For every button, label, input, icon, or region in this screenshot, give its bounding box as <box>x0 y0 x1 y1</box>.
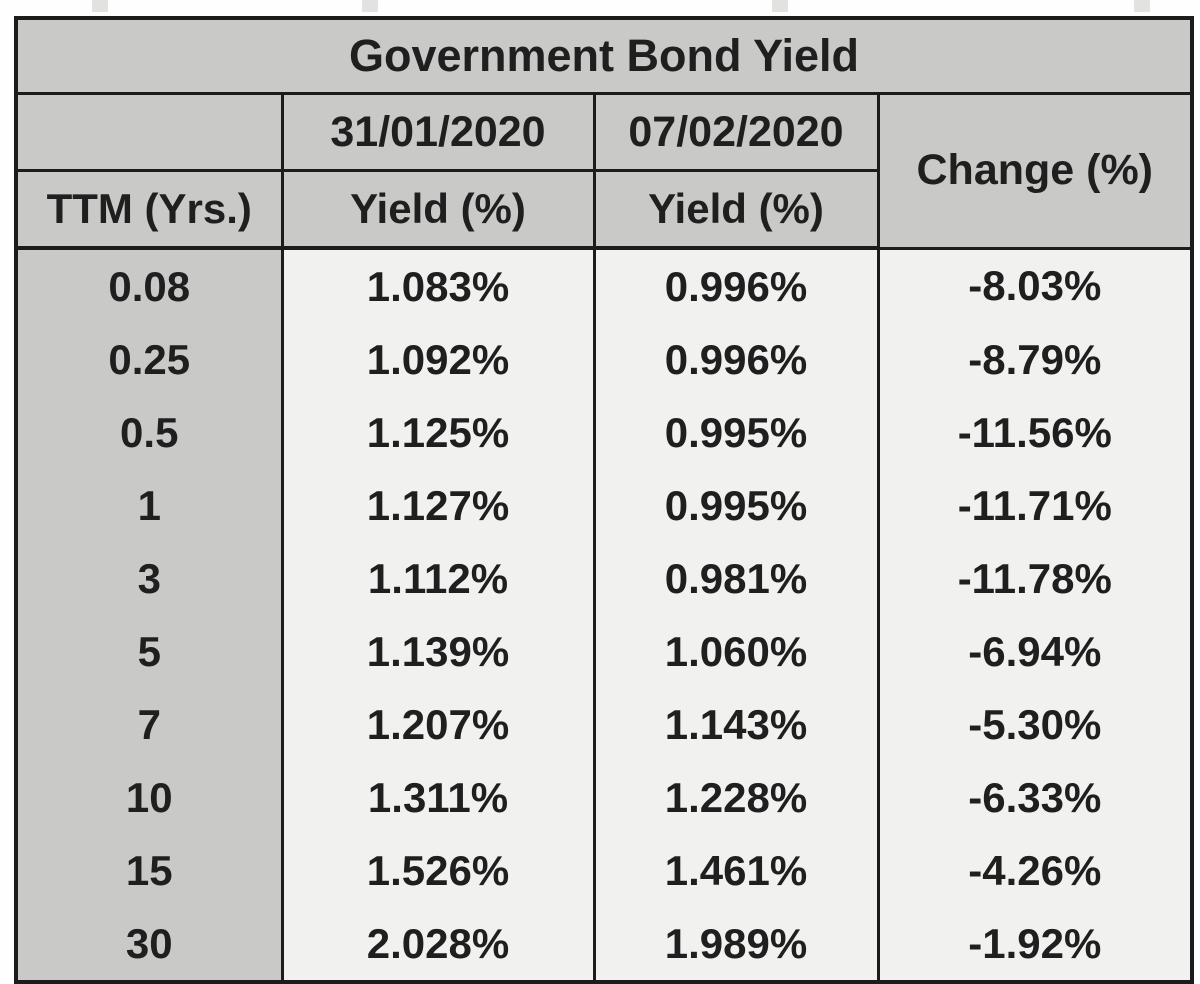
title-row: Government Bond Yield <box>14 16 1194 95</box>
yield2-cell: 1.060% <box>592 615 880 688</box>
table-row: 3 1.112% 0.981% -11.78% <box>14 542 1194 615</box>
gridline-artifact <box>772 0 788 12</box>
ttm-cell: 5 <box>14 615 284 688</box>
change-cell: -5.30% <box>876 688 1194 761</box>
change-cell: -11.71% <box>876 469 1194 542</box>
table-title: Government Bond Yield <box>14 16 1194 95</box>
yield1-cell: 1.125% <box>280 396 596 469</box>
yield1-cell: 1.092% <box>280 323 596 396</box>
yield2-cell: 0.996% <box>592 248 880 323</box>
table-row: 5 1.139% 1.060% -6.94% <box>14 615 1194 688</box>
yield-header-2: Yield (%) <box>592 169 880 250</box>
table-row: 7 1.207% 1.143% -5.30% <box>14 688 1194 761</box>
change-cell: -1.92% <box>876 907 1194 984</box>
yield2-cell: 0.981% <box>592 542 880 615</box>
table-row: 0.25 1.092% 0.996% -8.79% <box>14 323 1194 396</box>
gridline-artifact <box>92 0 108 12</box>
yield1-cell: 1.127% <box>280 469 596 542</box>
ttm-header: TTM (Yrs.) <box>14 169 284 250</box>
dates-header-row: 31/01/2020 07/02/2020 Change (%) <box>14 92 1194 250</box>
yield2-cell: 1.461% <box>592 834 880 907</box>
empty-corner-cell <box>14 92 284 172</box>
table-row: 0.5 1.125% 0.995% -11.56% <box>14 396 1194 469</box>
change-cell: -4.26% <box>876 834 1194 907</box>
ttm-cell: 1 <box>14 469 284 542</box>
ttm-cell: 30 <box>14 907 284 984</box>
table-row: 30 2.028% 1.989% -1.92% <box>14 907 1194 984</box>
gridline-artifact <box>362 0 378 12</box>
yield2-cell: 0.995% <box>592 469 880 542</box>
yield1-cell: 1.112% <box>280 542 596 615</box>
ttm-cell: 3 <box>14 542 284 615</box>
ttm-cell: 0.25 <box>14 323 284 396</box>
change-cell: -6.33% <box>876 761 1194 834</box>
gridline-artifact <box>1134 0 1150 12</box>
ttm-cell: 0.5 <box>14 396 284 469</box>
change-header: Change (%) <box>876 92 1194 250</box>
yield1-cell: 1.083% <box>280 248 596 323</box>
government-bond-yield-table: Government Bond Yield 31/01/2020 07/02/2… <box>14 16 1195 984</box>
yield1-cell: 2.028% <box>280 907 596 984</box>
ttm-cell: 10 <box>14 761 284 834</box>
yield2-cell: 0.996% <box>592 323 880 396</box>
labels-header-row: TTM (Yrs.) Yield (%) Yield (%) <box>14 169 1192 250</box>
date-header-2: 07/02/2020 <box>592 92 880 172</box>
yield2-cell: 1.143% <box>592 688 880 761</box>
table-row: 10 1.311% 1.228% -6.33% <box>14 761 1194 834</box>
date-header-1: 31/01/2020 <box>280 92 596 172</box>
table-row: 1 1.127% 0.995% -11.71% <box>14 469 1194 542</box>
yield2-cell: 1.228% <box>592 761 880 834</box>
change-cell: -8.03% <box>876 248 1194 323</box>
ttm-cell: 15 <box>14 834 284 907</box>
yield-header-1: Yield (%) <box>280 169 596 250</box>
yield1-cell: 1.207% <box>280 688 596 761</box>
ttm-cell: 0.08 <box>14 248 284 323</box>
yield1-cell: 1.139% <box>280 615 596 688</box>
yield2-cell: 0.995% <box>592 396 880 469</box>
yield2-cell: 1.989% <box>592 907 880 984</box>
change-cell: -6.94% <box>876 615 1194 688</box>
table-row: 0.08 1.083% 0.996% -8.03% <box>14 248 1194 323</box>
yield1-cell: 1.311% <box>280 761 596 834</box>
yield1-cell: 1.526% <box>280 834 596 907</box>
change-cell: -11.56% <box>876 396 1194 469</box>
table-row: 15 1.526% 1.461% -4.26% <box>14 834 1194 907</box>
ttm-cell: 7 <box>14 688 284 761</box>
change-cell: -11.78% <box>876 542 1194 615</box>
change-cell: -8.79% <box>876 323 1194 396</box>
